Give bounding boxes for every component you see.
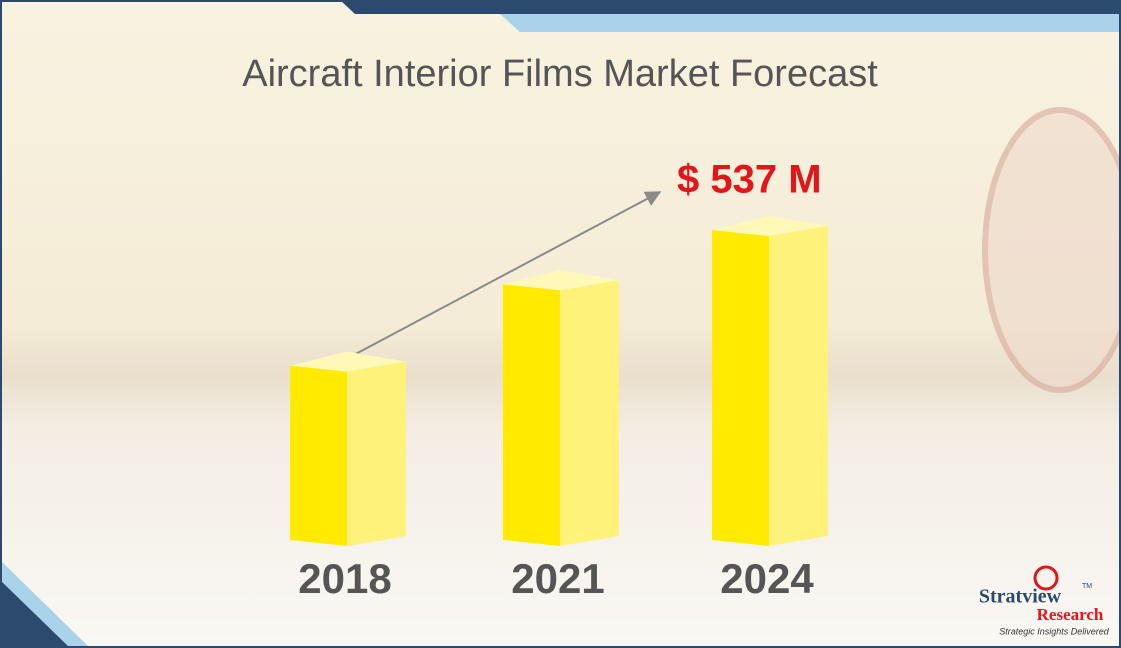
- corner-dark: [0, 580, 70, 648]
- bar-top: [503, 270, 619, 291]
- bar-side: [347, 361, 406, 546]
- bar-front: [290, 365, 347, 546]
- logo-tagline: Strategic Insights Delivered: [999, 626, 1110, 636]
- logo-tm: TM: [1082, 583, 1092, 590]
- film-roll: [982, 107, 1121, 393]
- logo-sub: Research: [1037, 605, 1104, 624]
- bar-top: [712, 216, 828, 236]
- x-tick-label: 2024: [720, 555, 814, 602]
- value-label: $ 537 M: [677, 158, 822, 202]
- chart-title: Aircraft Interior Films Market Forecast: [242, 53, 878, 95]
- x-tick-label: 2021: [511, 555, 604, 602]
- bar-side: [769, 226, 828, 546]
- bar-front: [712, 230, 769, 546]
- top-band: [340, 0, 1121, 14]
- top-band-light: [500, 14, 1121, 32]
- bar-front: [503, 284, 560, 546]
- logo-icon: [1033, 565, 1059, 591]
- bar-top: [290, 351, 406, 372]
- trend-arrow: [349, 191, 662, 358]
- logo-name: Stratview: [979, 586, 1062, 608]
- bar-side: [560, 280, 619, 546]
- x-tick-label: 2018: [298, 555, 391, 602]
